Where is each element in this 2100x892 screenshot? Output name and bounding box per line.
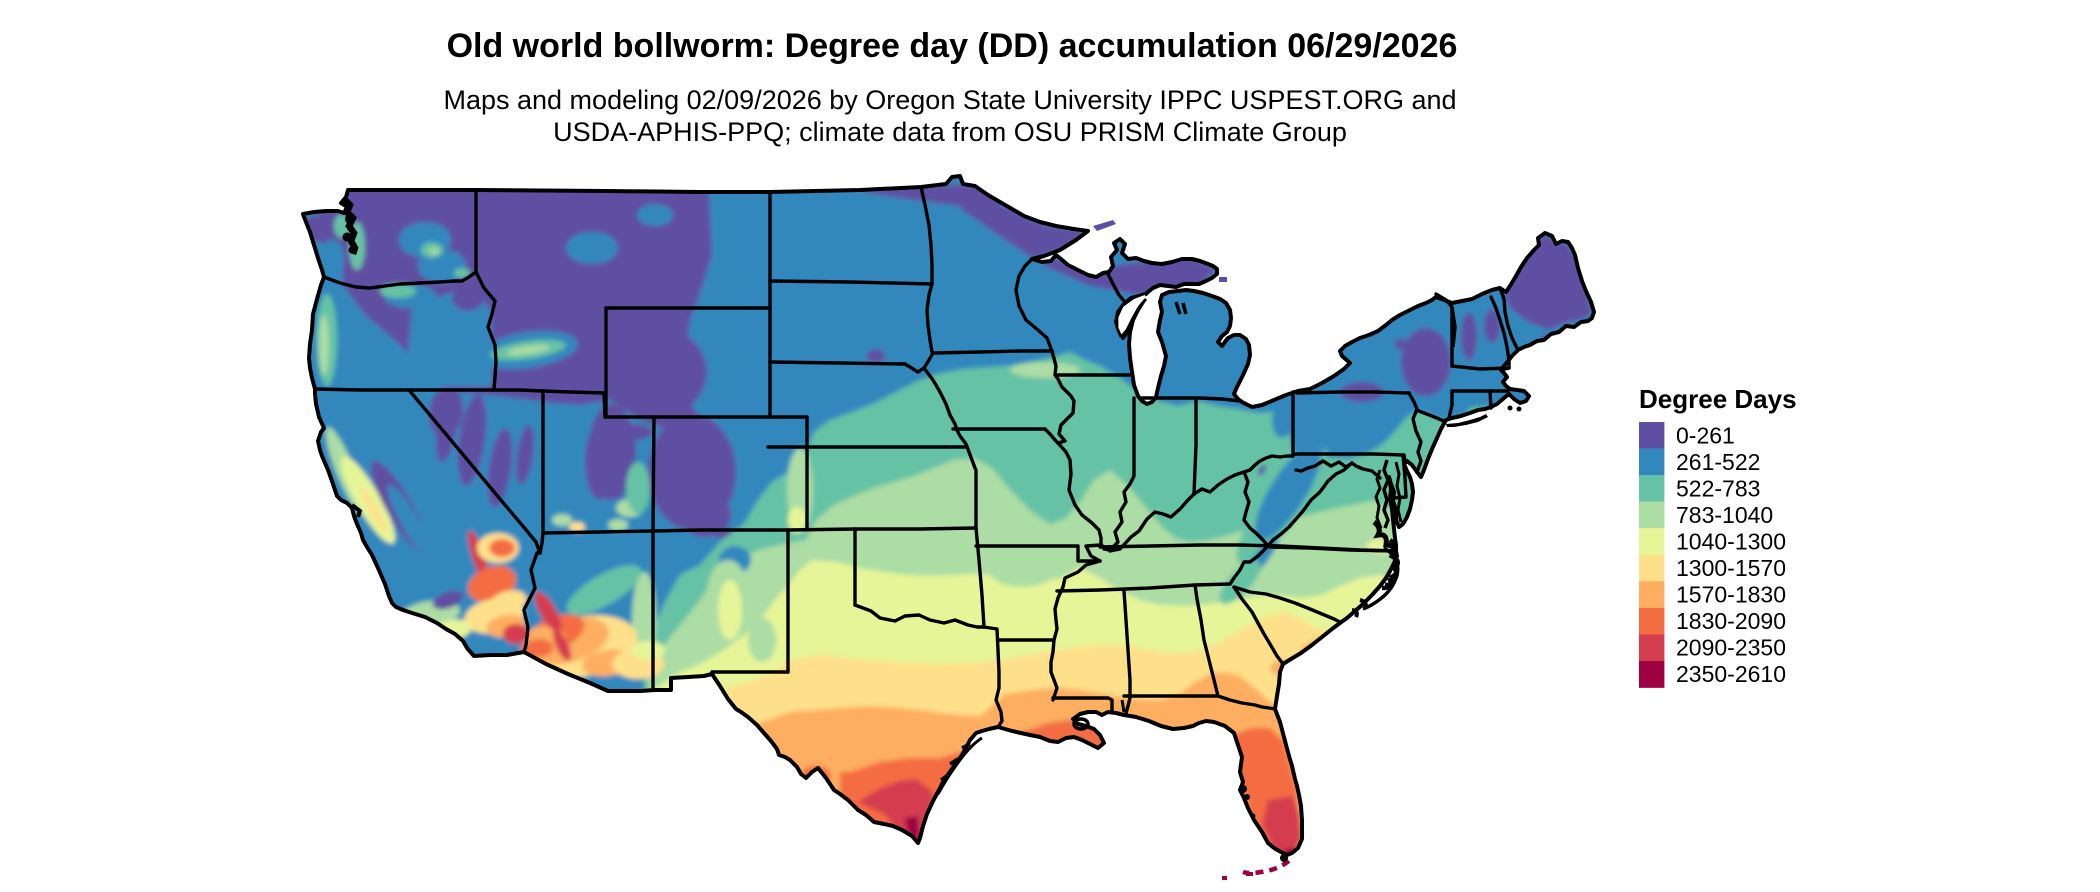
svg-text:Maps and modeling 02/09/2026 b: Maps and modeling 02/09/2026 by Oregon S…: [443, 85, 1456, 115]
svg-text:1570-1830: 1570-1830: [1676, 582, 1786, 608]
svg-text:2350-2610: 2350-2610: [1676, 661, 1786, 687]
svg-text:USDA-APHIS-PPQ; climate data f: USDA-APHIS-PPQ; climate data from OSU PR…: [553, 117, 1347, 147]
svg-text:1300-1570: 1300-1570: [1676, 555, 1786, 581]
svg-text:1830-2090: 1830-2090: [1676, 608, 1786, 634]
svg-text:783-1040: 783-1040: [1676, 502, 1773, 528]
svg-text:Old world bollworm: Degree day: Old world bollworm: Degree day (DD) accu…: [447, 27, 1458, 65]
svg-text:522-783: 522-783: [1676, 475, 1760, 501]
svg-text:261-522: 261-522: [1676, 449, 1760, 475]
svg-text:Degree Days: Degree Days: [1639, 384, 1797, 414]
svg-text:1040-1300: 1040-1300: [1676, 529, 1786, 555]
svg-text:2090-2350: 2090-2350: [1676, 635, 1786, 661]
svg-text:0-261: 0-261: [1676, 422, 1735, 448]
